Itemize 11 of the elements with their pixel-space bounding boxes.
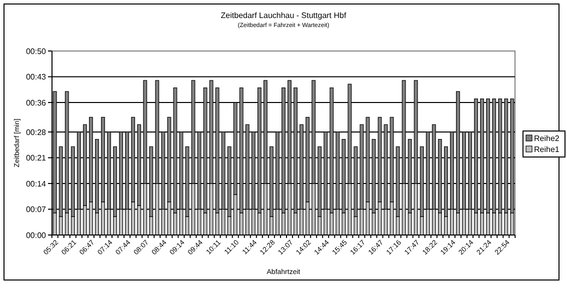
legend-label: Reihe1 (534, 144, 560, 154)
y-tick-label: 00:14 (26, 179, 47, 188)
y-tick-label: 00:00 (26, 230, 47, 240)
chart-title: Zeitbedarf Lauchhau - Stuttgart Hbf (220, 11, 347, 20)
legend-label: Reihe2 (534, 134, 560, 143)
y-tick-label: 00:50 (26, 46, 47, 56)
y-tick-label: 00:43 (26, 72, 47, 82)
y-tick-label: 00:28 (26, 128, 47, 137)
y-tick-label: 00:07 (26, 205, 47, 214)
y-tick-label: 00:21 (26, 154, 47, 163)
y-tick-label: 00:36 (26, 98, 47, 108)
